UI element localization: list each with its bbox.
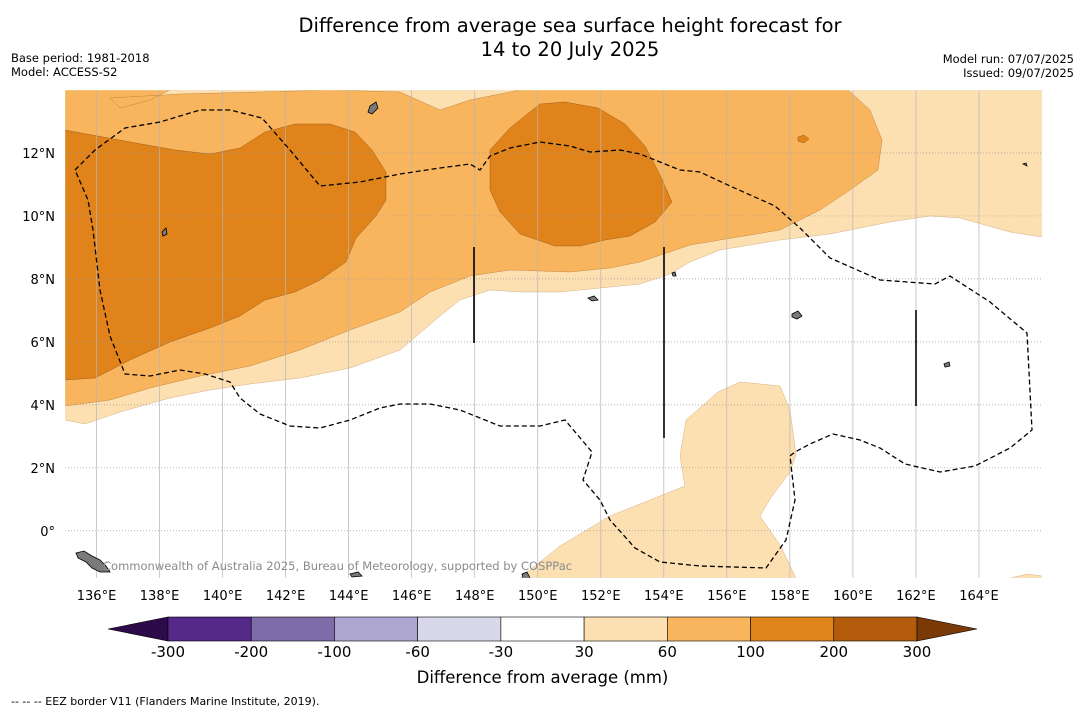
colorbar-bin — [250, 616, 335, 642]
island-new-guinea-coast — [75, 550, 111, 573]
island-chuuk — [587, 295, 599, 302]
colorbar-bin — [750, 616, 835, 642]
colorbar-label: -200 — [234, 643, 269, 661]
colorbar-over-triangle — [916, 616, 978, 642]
issued-date: Issued: 09/07/2025 — [963, 66, 1074, 80]
base-period: Base period: 1981-2018 — [11, 51, 150, 65]
colorbar-label: 30 — [574, 643, 594, 661]
lon-tick-label: 164°E — [959, 589, 999, 604]
colorbar-label: -30 — [488, 643, 514, 661]
grid-lines — [65, 90, 1042, 578]
colorbar-bin — [833, 616, 918, 642]
copyright-notice: Commonwealth of Australia 2025, Bureau o… — [103, 559, 572, 573]
island-pohnpei — [791, 310, 803, 320]
lat-tick-label: 4°N — [31, 399, 56, 414]
lat-tick-label: 12°N — [22, 147, 55, 162]
eez-border-west — [74, 109, 1033, 569]
lat-tick-label: 6°N — [31, 336, 56, 351]
lon-tick-label: 142°E — [266, 589, 306, 604]
island-atoll-1 — [671, 271, 677, 277]
island-new-ireland — [521, 571, 531, 578]
colorbar-label: 200 — [819, 643, 849, 661]
lat-tick-label: 0° — [40, 525, 55, 540]
title-line-1: Difference from average sea surface heig… — [298, 14, 842, 37]
longitude-labels: 136°E 138°E 140°E 142°E 144°E 146°E 148°E 150°E… — [77, 589, 999, 604]
colorbar-bin — [167, 616, 252, 642]
lon-tick-label: 162°E — [896, 589, 936, 604]
map-title: Difference from average sea surface heig… — [0, 14, 1085, 62]
lon-tick-label: 156°E — [707, 589, 747, 604]
island-guam — [367, 101, 379, 115]
colorbar — [107, 616, 978, 642]
map-frame — [64, 89, 1043, 579]
title-line-2: 14 to 20 July 2025 — [480, 38, 660, 61]
lon-tick-label: 144°E — [329, 589, 369, 604]
lon-tick-label: 158°E — [770, 589, 810, 604]
colorbar-bin — [500, 616, 585, 642]
colorbar-label: -300 — [150, 643, 186, 661]
eez-legend: -- -- -- EEZ border V11 (Flanders Marine… — [11, 695, 320, 708]
lat-tick-label: 8°N — [31, 273, 56, 288]
model-run: Model run: 07/07/2025 — [942, 52, 1074, 66]
colorbar-label: 100 — [736, 643, 765, 661]
lat-tick-label: 2°N — [31, 462, 56, 477]
lon-tick-label: 148°E — [455, 589, 495, 604]
run-info: Model run: 07/07/2025 Issued: 09/07/2025 — [943, 52, 1074, 80]
colorbar-bin — [417, 616, 502, 642]
lon-tick-label: 160°E — [833, 589, 873, 604]
colorbar-bin — [583, 616, 668, 642]
lat-tick-label: 10°N — [22, 210, 55, 225]
model-name: Model: ACCESS-S2 — [11, 65, 118, 79]
colorbar-under-triangle — [107, 616, 169, 642]
lon-tick-label: 146°E — [392, 589, 432, 604]
lon-tick-label: 152°E — [581, 589, 621, 604]
colorbar-bins — [167, 616, 918, 642]
map-area: Commonwealth of Australia 2025, Bureau o… — [65, 90, 1042, 578]
colorbar-bin — [667, 616, 751, 642]
latitude-labels: 12°N 10°N 8°N 6°N 4°N 2°N 0° — [22, 147, 55, 540]
colorbar-label: 60 — [657, 643, 677, 661]
colorbar-title: Difference from average (mm) — [416, 668, 669, 687]
base-info: Base period: 1981-2018 Model: ACCESS-S2 — [11, 51, 150, 79]
anomaly-30-60-southeast — [1009, 573, 1042, 578]
lon-tick-label: 154°E — [644, 589, 684, 604]
lon-tick-label: 138°E — [140, 589, 180, 604]
lon-tick-label: 150°E — [518, 589, 558, 604]
lon-tick-label: 140°E — [203, 589, 243, 604]
island-kosrae — [943, 361, 951, 368]
island-palau — [161, 227, 168, 237]
lon-tick-label: 136°E — [77, 589, 117, 604]
anomaly-100-200-islet — [797, 134, 810, 144]
island-atoll-2 — [1021, 162, 1028, 167]
island-manus — [349, 571, 363, 578]
colorbar-label: -60 — [405, 643, 430, 661]
colorbar-label: -100 — [317, 643, 352, 661]
islands — [75, 101, 1028, 578]
colorbar-bin — [334, 616, 418, 642]
colorbar-label: 300 — [902, 643, 932, 661]
